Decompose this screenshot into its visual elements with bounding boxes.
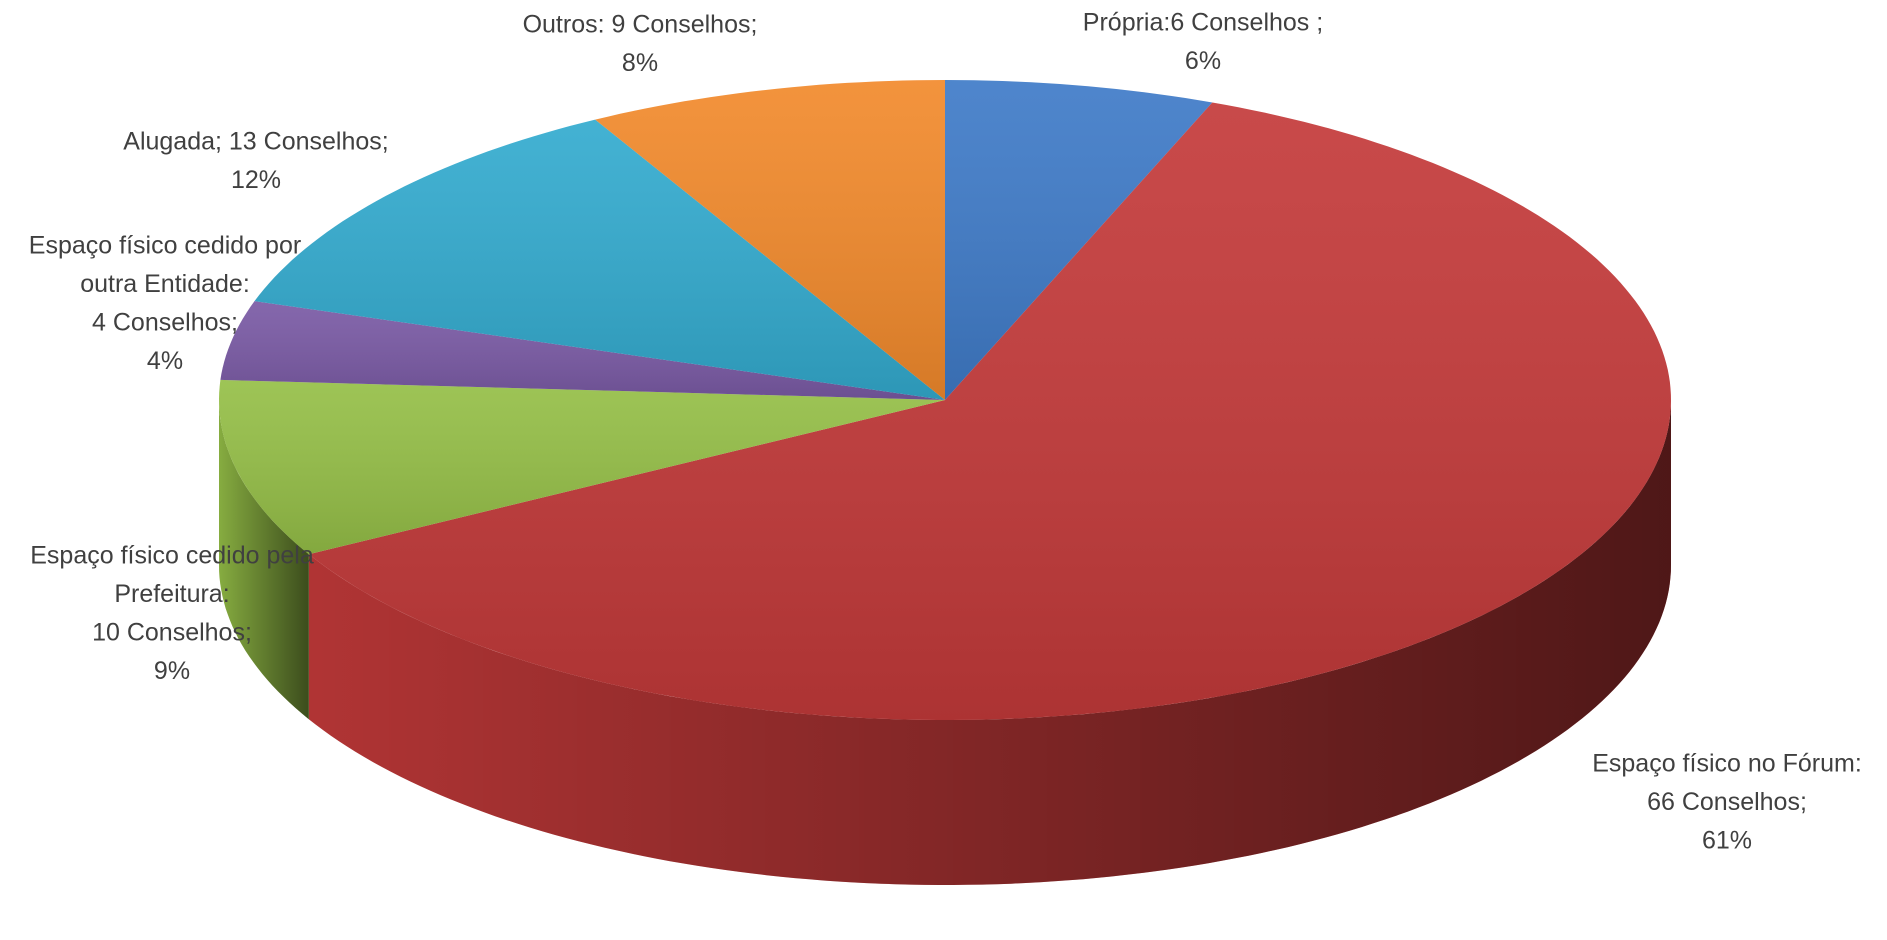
- data-label: 66 Conselhos;: [1647, 788, 1807, 816]
- data-label: Espaço físico cedido por: [29, 232, 301, 260]
- slice-shade: [595, 80, 945, 400]
- data-label: 6%: [1185, 47, 1221, 75]
- slice-side-shade: [219, 400, 309, 720]
- slice-shade: [308, 102, 1671, 720]
- data-label: 61%: [1702, 827, 1752, 855]
- slice-shade: [220, 301, 945, 400]
- data-label: Espaço físico cedido pela: [30, 542, 314, 570]
- data-label: 4 Conselhos;: [92, 309, 238, 337]
- data-label: 4%: [147, 347, 183, 375]
- data-label: Outros: 9 Conselhos;: [523, 11, 758, 39]
- data-label: Própria:6 Conselhos ;: [1083, 9, 1323, 37]
- data-label: Espaço físico no Fórum:: [1592, 750, 1862, 778]
- data-label: Alugada; 13 Conselhos;: [123, 128, 388, 156]
- slice-side-shade: [308, 400, 1671, 885]
- data-label: 8%: [622, 49, 658, 77]
- data-label: outra Entidade:: [80, 270, 250, 298]
- data-label: 9%: [154, 657, 190, 685]
- data-label: Prefeitura:: [114, 580, 229, 608]
- data-label: 12%: [231, 166, 281, 194]
- slice-shade: [254, 119, 945, 400]
- slice-shade: [219, 379, 945, 555]
- slice-shade: [945, 80, 1213, 400]
- data-label: 10 Conselhos;: [92, 619, 252, 647]
